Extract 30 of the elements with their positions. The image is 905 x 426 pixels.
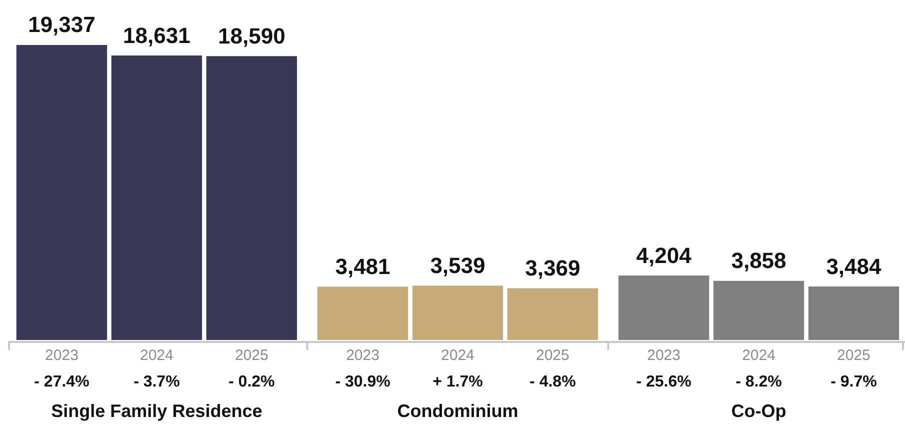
data-label: 3,539 xyxy=(430,253,486,278)
x-tick-label: 2024 xyxy=(441,347,474,364)
x-tick-label: 2025 xyxy=(837,347,870,364)
text: - 8.2% xyxy=(736,373,782,390)
x-tick-label: 2024 xyxy=(742,347,776,364)
x-tick-label: 2023 xyxy=(647,347,680,364)
data-label: 18,590 xyxy=(218,23,286,48)
x-tick-label: 2025 xyxy=(234,347,268,364)
data-label: 3,481 xyxy=(335,254,390,279)
data-label: 18,631 xyxy=(123,22,190,48)
text: - 9.7% xyxy=(830,373,877,390)
text: Single Family Residence xyxy=(51,400,262,421)
text: - 27.4% xyxy=(34,373,90,390)
text: - 0.2% xyxy=(228,373,275,390)
data-label: 3,484 xyxy=(826,254,882,279)
text: - 25.6% xyxy=(636,373,692,390)
x-tick-label: 2024 xyxy=(140,347,174,364)
data-label: 3,369 xyxy=(525,256,580,281)
x-tick-label: 2023 xyxy=(346,347,380,364)
data-label: 4,204 xyxy=(636,242,692,268)
text: - 3.7% xyxy=(134,373,180,390)
text: - 4.8% xyxy=(530,373,576,390)
text: + 1.7% xyxy=(432,373,483,390)
data-label: 19,337 xyxy=(28,12,96,38)
x-tick-label: 2025 xyxy=(536,347,570,364)
x-tick-label: 2023 xyxy=(45,347,78,364)
text: Condominium xyxy=(397,400,518,421)
text: Co-Op xyxy=(731,400,786,421)
data-label: 3,858 xyxy=(731,248,786,274)
text: - 30.9% xyxy=(335,373,390,390)
